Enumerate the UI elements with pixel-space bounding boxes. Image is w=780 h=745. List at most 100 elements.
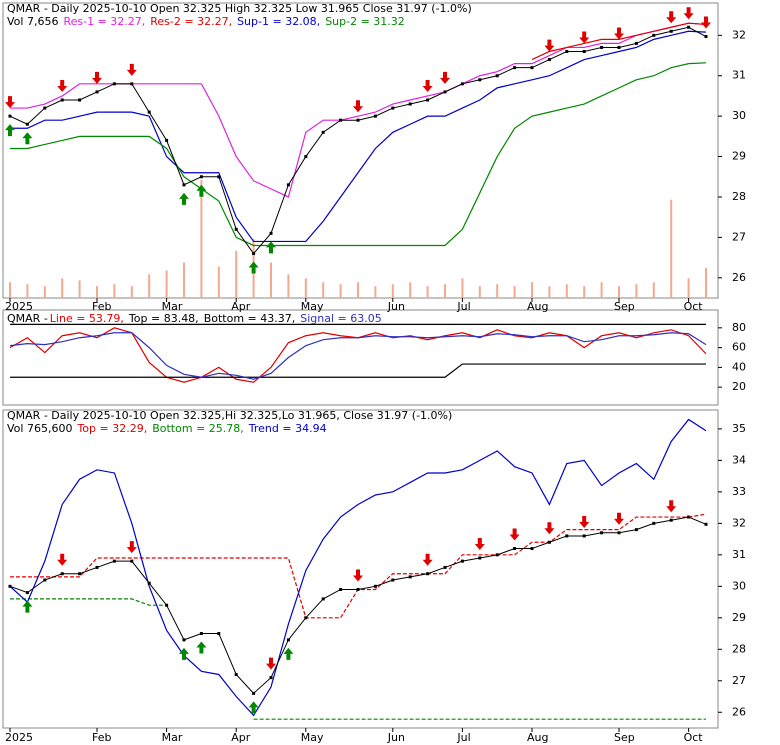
price-bar [704, 35, 708, 39]
price-bar [147, 110, 151, 114]
sell-arrow [614, 512, 624, 525]
volume-bar [113, 284, 116, 298]
sell-arrow [92, 71, 102, 84]
volume-bar [43, 286, 46, 298]
volume-bar [687, 278, 690, 298]
price-bar [339, 587, 343, 591]
price-bar [617, 531, 621, 535]
price-bar [43, 578, 47, 582]
price-bar [478, 78, 482, 82]
price-bar [373, 114, 377, 118]
panel-subtitle: Vol 7,656 [7, 15, 58, 28]
buy-arrow [248, 261, 259, 274]
price-bar [373, 584, 377, 588]
y-tick-label: 29 [732, 150, 746, 163]
volume-bar [652, 282, 655, 298]
series-line [10, 363, 706, 378]
series-line [10, 30, 707, 243]
price-bar [530, 66, 534, 70]
volume-bar [565, 284, 568, 298]
y-tick-label: 26 [732, 705, 746, 718]
legend-entry: Sup-2 = 31.32 [325, 15, 405, 28]
legend-entry: Trend = 34.94 [248, 422, 327, 435]
price-bar [460, 559, 464, 563]
sell-arrow [266, 657, 276, 670]
x-tick-label: Aug [527, 300, 548, 313]
x-tick-label: 2025 [5, 731, 33, 744]
price-bar [704, 522, 708, 526]
y-tick-label: 32 [732, 28, 746, 41]
panel-frame [2, 409, 719, 729]
volume-bar [270, 262, 272, 298]
sell-arrow [126, 63, 137, 76]
series-line [9, 332, 707, 380]
volume-bar [322, 282, 325, 298]
price-bar [669, 518, 673, 522]
x-tick-label: Mar [162, 300, 183, 313]
y-tick-label: 28 [732, 190, 746, 203]
buy-arrow [283, 647, 294, 660]
price-bar [426, 572, 430, 576]
volume-bar [391, 284, 394, 298]
volume-bar [130, 286, 133, 298]
sell-arrow [440, 71, 450, 84]
volume-bar [304, 278, 307, 298]
price-bar [495, 553, 499, 557]
buy-arrow [5, 124, 15, 137]
legend-entry: Res-1 = 32.27, [63, 15, 145, 28]
price-bar [25, 122, 29, 126]
sell-arrow [126, 541, 137, 554]
legend-entry: Res-2 = 32.27, [150, 15, 232, 28]
volume-bar [96, 286, 98, 298]
price-bar [43, 106, 47, 110]
price-bar [147, 581, 151, 585]
price-bar [391, 578, 395, 582]
volume-bar [357, 282, 359, 298]
price-bar [269, 231, 273, 235]
price-bar [478, 556, 482, 560]
price-bar [165, 138, 169, 142]
sell-arrow [666, 500, 677, 513]
price-bar [252, 691, 256, 695]
volume-bar [705, 267, 707, 298]
series-line [9, 418, 707, 717]
y-tick-label: 32 [732, 516, 746, 529]
price-bar [217, 175, 221, 179]
price-bar [600, 45, 604, 49]
sell-arrow [544, 522, 555, 535]
price-line [9, 26, 707, 255]
y-tick-label: 31 [732, 548, 746, 561]
price-line [9, 516, 707, 695]
sell-arrow [422, 553, 433, 566]
x-tick-label: Jun [387, 731, 405, 744]
y-tick-label: 34 [732, 453, 746, 466]
volume-bar [496, 284, 499, 298]
x-tick-label: Mar [162, 731, 183, 744]
price-bar [304, 155, 308, 159]
price-bar [234, 672, 238, 676]
price-bar [199, 175, 203, 179]
volume-bar [548, 286, 551, 298]
price-bar [286, 183, 290, 187]
y-tick-label: 30 [732, 579, 746, 592]
price-bar [130, 559, 134, 563]
y-tick-label: 80 [732, 321, 746, 334]
panel-title: QMAR - Daily 2025-10-10 Open 32.325 High… [7, 2, 472, 15]
price-bar [25, 591, 29, 595]
sell-arrow [57, 553, 68, 566]
price-bar [513, 547, 517, 551]
legend-entry: Top = 32.29, [76, 422, 147, 435]
volume-bar [217, 266, 220, 298]
y-tick-label: 27 [732, 230, 746, 243]
price-bar [234, 227, 238, 231]
price-bar [443, 565, 447, 569]
price-bar [182, 183, 186, 187]
buy-arrow [196, 184, 207, 197]
price-bar [652, 33, 656, 37]
price-bar [112, 82, 116, 86]
sell-arrow [353, 100, 363, 113]
price-bar [182, 638, 186, 642]
sell-arrow [579, 31, 590, 44]
legend-entry: Bottom = 25.78, [152, 422, 244, 435]
